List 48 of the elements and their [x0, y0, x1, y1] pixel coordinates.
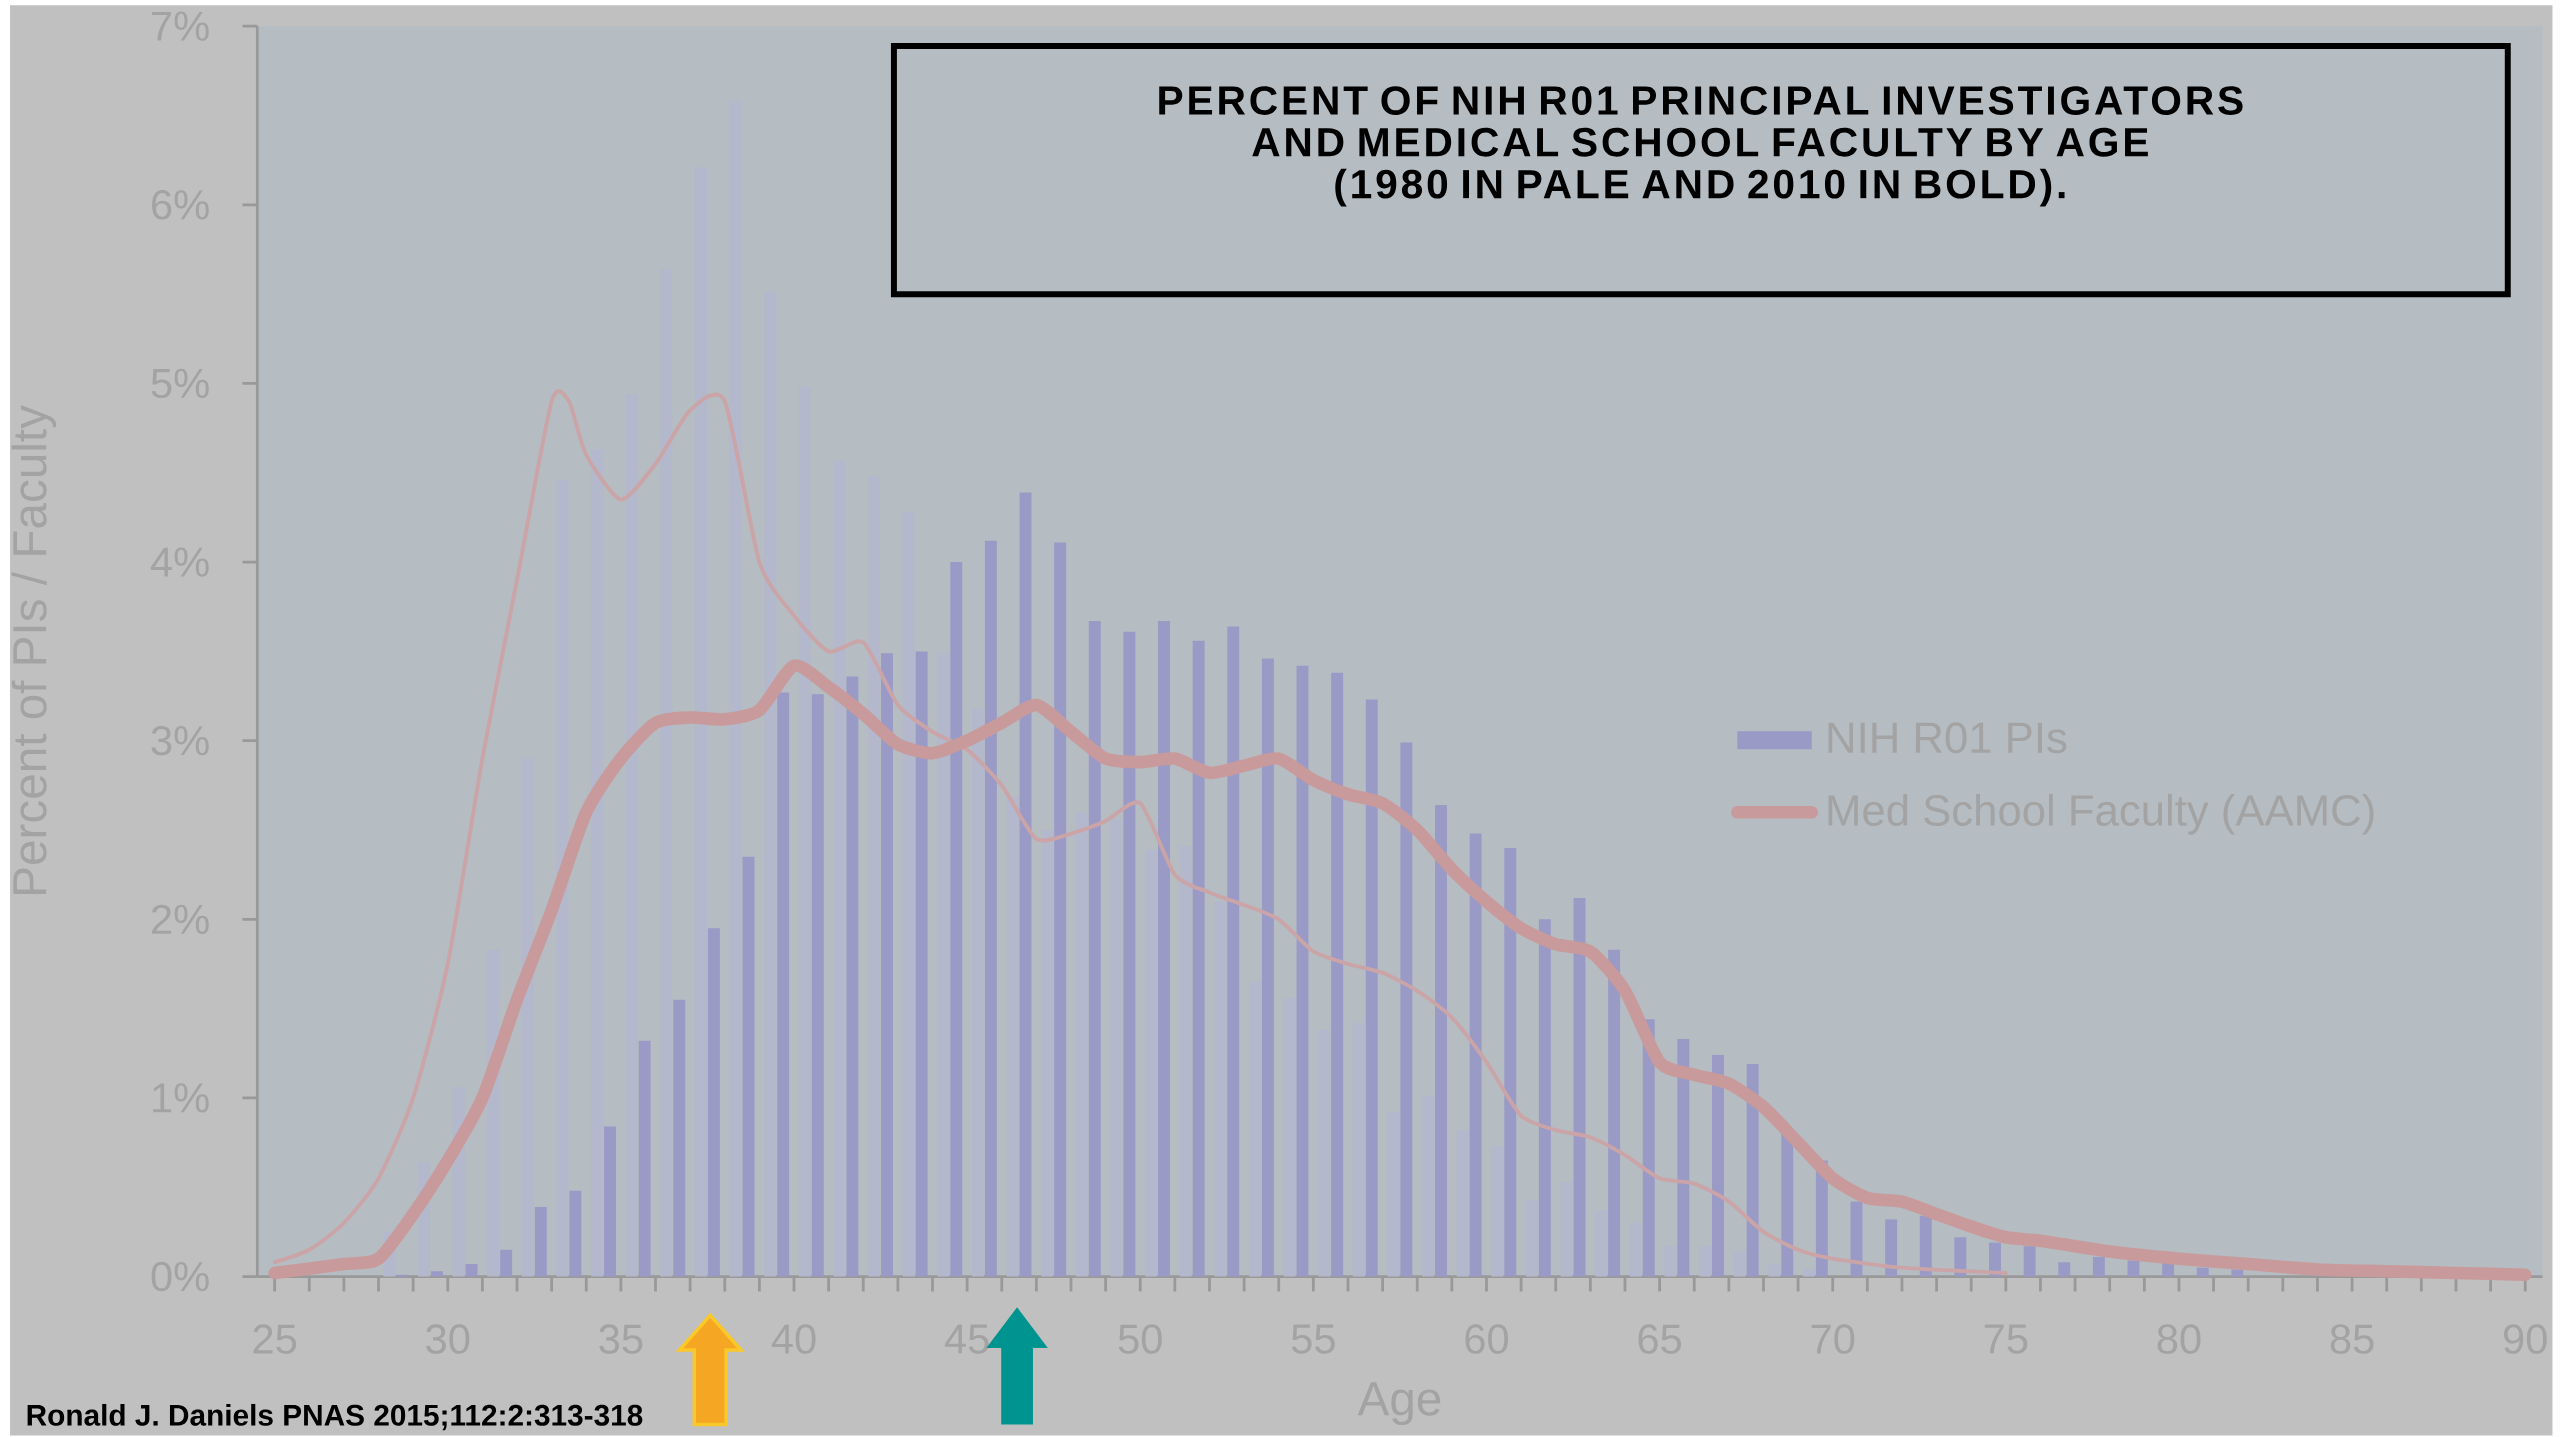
bar — [2196, 1267, 2209, 1277]
bar — [881, 653, 893, 1277]
bar — [1331, 673, 1344, 1277]
bar — [1158, 621, 1170, 1277]
text: (1980 IN PALE AND 2010 IN BOLD). — [1335, 168, 2065, 207]
bar — [673, 999, 686, 1277]
bar — [915, 651, 928, 1277]
bar — [2058, 1262, 2071, 1277]
bar — [1435, 805, 1447, 1277]
bar — [950, 562, 963, 1277]
bar — [1019, 492, 1032, 1277]
bar — [465, 1264, 478, 1277]
bar — [1677, 1039, 1690, 1277]
bar — [430, 1271, 443, 1277]
bar — [1538, 919, 1551, 1277]
bar — [811, 694, 824, 1277]
bar — [1261, 658, 1274, 1277]
bar — [707, 928, 720, 1277]
bar — [1088, 621, 1101, 1277]
text: PERCENT OF NIH R01 PRINCIPAL INVESTIGATORS AND MEDICAL SCHOOL FACULTY BY AGE — [1159, 86, 2243, 157]
bar — [638, 1040, 651, 1277]
bar — [500, 1249, 513, 1277]
bar — [534, 1207, 547, 1277]
bar — [1919, 1216, 1932, 1277]
text: Ronald J. Daniels PNAS 2015;112:2:313-318 — [27, 1404, 643, 1431]
bar — [1608, 949, 1621, 1277]
bar — [2127, 1260, 2140, 1277]
bar — [742, 856, 755, 1277]
bar — [1469, 833, 1482, 1277]
bar — [1192, 640, 1205, 1277]
bar — [1054, 542, 1067, 1277]
bar — [2023, 1246, 2036, 1277]
bar — [2092, 1257, 2105, 1277]
bar — [777, 692, 790, 1277]
bar — [1712, 1055, 1724, 1277]
bar — [604, 1126, 616, 1277]
bar — [846, 676, 859, 1277]
bar — [1365, 699, 1378, 1277]
bar — [1954, 1237, 1967, 1277]
bar — [1400, 742, 1413, 1277]
bar — [1227, 626, 1240, 1277]
bar — [1885, 1219, 1898, 1277]
bar — [1746, 1064, 1759, 1277]
bar — [984, 540, 997, 1277]
bar — [1123, 631, 1136, 1277]
bar — [1504, 848, 1517, 1277]
bar — [569, 1191, 582, 1277]
bar — [2231, 1269, 2244, 1277]
